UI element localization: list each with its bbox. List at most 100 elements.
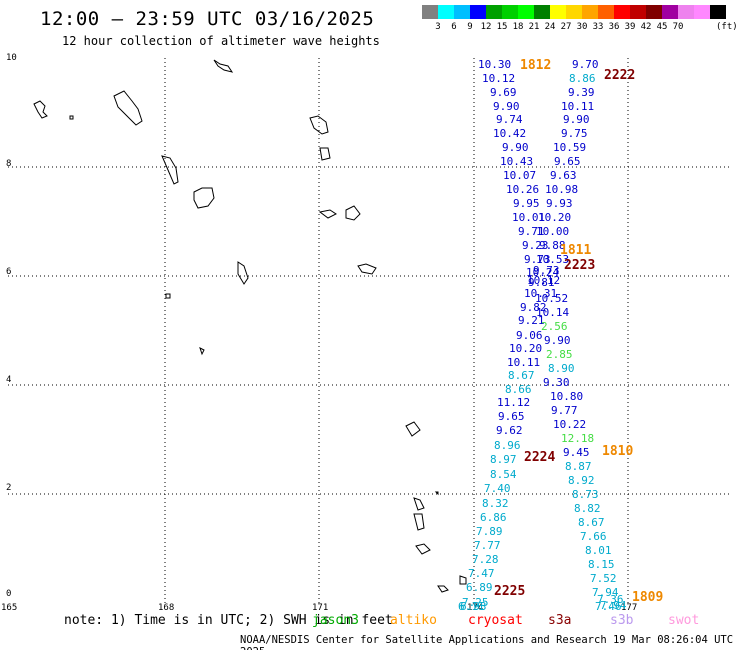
island [69, 115, 74, 120]
legend-label: 6 [451, 22, 457, 32]
y-axis-label: 0 [6, 589, 12, 599]
legend-label: 24 [544, 22, 556, 32]
footer-credit: NOAA/NESDIS Center for Satellite Applica… [240, 634, 734, 650]
wave-height-value: 10.01 [512, 211, 546, 224]
wave-height-value: 10.30 [478, 58, 512, 71]
island [113, 90, 143, 126]
island [345, 205, 361, 221]
legend-swatch [582, 5, 598, 19]
island [405, 421, 421, 437]
wave-height-value: 9.90 [493, 100, 520, 113]
legend-label: 18 [512, 22, 524, 32]
page-subtitle: 12 hour collection of altimeter wave hei… [62, 34, 380, 48]
wave-height-value: 9.65 [498, 410, 525, 423]
wave-height-value: 10.22 [553, 418, 587, 431]
wave-height-value: 7.25 [462, 596, 489, 609]
pass-time-label: 2223 [564, 258, 596, 273]
legend-label: 3 [435, 22, 441, 32]
wave-height-value: 10.98 [545, 183, 579, 196]
island [319, 147, 331, 161]
wave-height-value: 9.21 [518, 314, 545, 327]
legend-swatch [422, 5, 438, 19]
wave-height-value: 9.82 [520, 301, 547, 314]
x-axis-label: 174 [467, 603, 484, 613]
wave-height-value: 7.46 [595, 600, 622, 613]
legend-swatch [598, 5, 614, 19]
x-axis-label: 171 [312, 603, 329, 613]
legend-label: 9 [467, 22, 473, 32]
island [434, 491, 439, 496]
wave-height-value: 8.32 [482, 497, 509, 510]
legend-label: 70 [672, 22, 684, 32]
pass-time-label: 1812 [520, 58, 552, 73]
wave-height-value: 7.77 [474, 539, 501, 552]
wave-height-value: 9.90 [544, 334, 571, 347]
wave-height-value: 10.53 [536, 253, 570, 266]
wave-height-value: 10.43 [500, 155, 534, 168]
island [237, 261, 249, 285]
gridlines [8, 58, 732, 604]
island [165, 293, 171, 299]
wave-height-value: 7.28 [472, 553, 499, 566]
wave-height-value: 8.90 [548, 362, 575, 375]
y-axis-label: 2 [6, 483, 12, 493]
wave-height-value: 6.11 [458, 600, 485, 613]
pass-time-label: 1809 [632, 590, 664, 605]
legend-swatch [694, 5, 710, 19]
wave-height-value: 10.26 [506, 183, 540, 196]
wave-height-value: 2.85 [546, 348, 573, 361]
wave-height-value: 10.20 [509, 342, 543, 355]
legend-label: 15 [496, 22, 508, 32]
satellite-name: jason3 [312, 613, 359, 628]
wave-height-value: 8.67 [508, 369, 535, 382]
legend-swatch [646, 5, 662, 19]
satellite-name: s3b [610, 613, 634, 628]
island [193, 187, 215, 209]
wave-height-value: 9.74 [496, 113, 523, 126]
wave-height-value: 9.77 [551, 404, 578, 417]
x-axis-label: 168 [158, 603, 175, 613]
pass-time-label: 2224 [524, 450, 556, 465]
island [413, 513, 425, 531]
wave-height-value: 8.87 [565, 460, 592, 473]
legend-swatch [534, 5, 550, 19]
wave-height-value: 6.89 [466, 581, 493, 594]
island [415, 543, 431, 555]
legend-unit: (ft) [716, 22, 738, 32]
wave-height-value: 9.95 [513, 197, 540, 210]
legend-swatch [678, 5, 694, 19]
wave-height-value: 8.15 [588, 558, 615, 571]
wave-height-value: 10.00 [536, 225, 570, 238]
wave-height-value: 2.56 [541, 320, 568, 333]
wave-height-value: 10.31 [524, 287, 558, 300]
wave-height-value: 10.24 [526, 266, 560, 279]
pass-time-label: 2222 [604, 68, 636, 83]
wave-height-value: 8.67 [578, 516, 605, 529]
wave-height-value: 9.81 [528, 276, 555, 289]
wave-height-value: 9.39 [568, 86, 595, 99]
legend-label: 30 [576, 22, 588, 32]
wave-height-value: 8.96 [494, 439, 521, 452]
wave-height-value: 9.73 [533, 264, 560, 277]
satellite-name: cryosat [468, 613, 523, 628]
legend-label: 12 [480, 22, 492, 32]
legend-swatch [486, 5, 502, 19]
x-axis-label: 165 [1, 603, 18, 613]
wave-height-value: 9.71 [518, 225, 545, 238]
wave-height-value: 9.90 [502, 141, 529, 154]
wave-height-value: 8.01 [585, 544, 612, 557]
wave-height-value: 10.59 [553, 141, 587, 154]
island [309, 115, 329, 135]
legend-swatch [614, 5, 630, 19]
wave-height-value: 8.86 [569, 72, 596, 85]
legend-swatch [662, 5, 678, 19]
island [33, 100, 48, 119]
wave-height-value: 7.36 [597, 593, 624, 606]
legend-swatch [710, 5, 726, 19]
satellite-name: swot [668, 613, 700, 628]
wave-height-value: 9.63 [550, 169, 577, 182]
note-text: note: 1) Time is in UTC; 2) SWH is in fe… [64, 613, 393, 628]
wave-height-value: 10.11 [561, 100, 595, 113]
island [413, 497, 425, 511]
